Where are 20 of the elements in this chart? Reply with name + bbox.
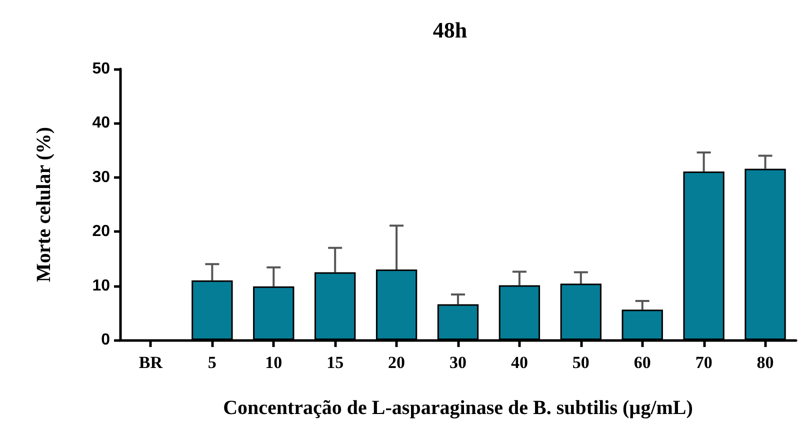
x-tick-label: 5	[208, 353, 216, 372]
y-tick-label: 10	[92, 277, 110, 294]
chart-title: 48h	[432, 18, 468, 42]
y-tick-label: 40	[92, 114, 110, 132]
y-axis-title: Morte celular (%)	[33, 126, 55, 282]
x-tick-label: 80	[756, 353, 774, 372]
y-tick-label: 50	[92, 60, 110, 78]
x-tick-label: BR	[138, 353, 164, 372]
x-tick-label: 70	[695, 353, 712, 372]
y-tick-label: 0	[101, 332, 110, 348]
y-tick-label: 20	[92, 223, 110, 240]
y-tick-label: 30	[92, 168, 110, 186]
x-tick-label: 30	[450, 353, 466, 372]
x-tick-label: 50	[572, 353, 590, 372]
x-tick-label: 60	[634, 353, 651, 372]
x-tick-label: 40	[510, 353, 528, 372]
x-tick-label: 10	[265, 353, 282, 372]
x-tick-label: 20	[388, 353, 406, 372]
x-axis-title: Concentração de L-asparaginase de B. subtilis (µg/mL)	[223, 397, 693, 419]
x-tick-label: 15	[326, 353, 344, 372]
